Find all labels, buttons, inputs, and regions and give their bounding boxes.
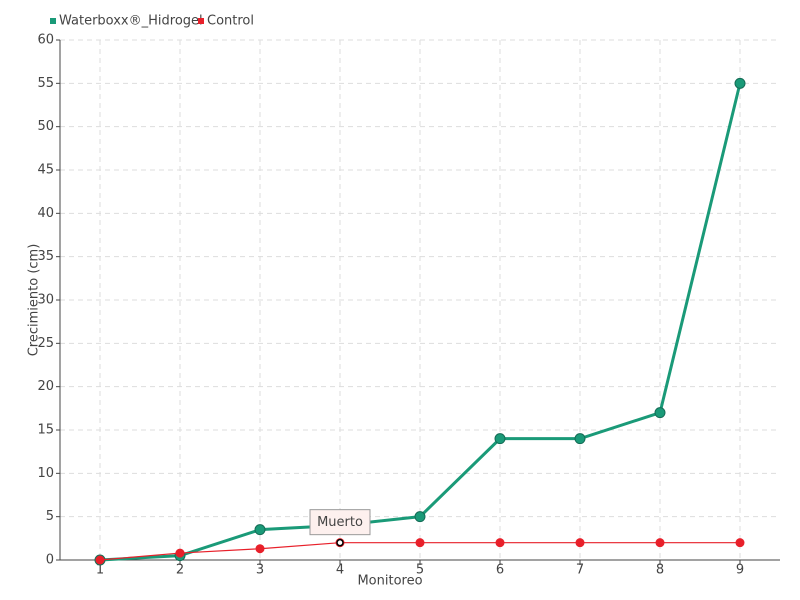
y-tick-label: 55 [37, 76, 54, 91]
y-tick-label: 30 [37, 293, 54, 308]
y-tick-label: 45 [37, 163, 54, 178]
data-point [574, 433, 586, 445]
x-tick-label: 4 [336, 563, 344, 578]
tooltip [309, 509, 371, 536]
data-point [575, 538, 585, 548]
legend-swatch [50, 18, 56, 24]
data-point [415, 538, 425, 548]
x-tick-label: 1 [96, 563, 104, 578]
legend-label: Control [207, 14, 254, 29]
tooltip-text: Muerto [317, 515, 363, 530]
data-point [255, 544, 265, 554]
y-tick-label: 35 [37, 249, 54, 264]
x-tick-label: 9 [736, 563, 744, 578]
data-point [95, 555, 105, 565]
y-tick-label: 40 [37, 206, 54, 221]
y-tick-label: 50 [37, 119, 54, 134]
x-tick-label: 6 [496, 563, 504, 578]
legend-label: Waterboxx®_Hidrogel [59, 14, 203, 29]
x-tick-label: 5 [416, 563, 424, 578]
data-point [735, 538, 745, 548]
y-tick-label: 20 [37, 379, 54, 394]
y-tick-label: 15 [37, 423, 54, 438]
data-point [734, 77, 746, 89]
x-axis-label: Monitoreo [357, 574, 422, 589]
data-point [414, 511, 426, 523]
highlight-point [336, 538, 344, 547]
y-tick-label: 25 [37, 336, 54, 351]
x-tick-label: 7 [576, 563, 584, 578]
data-point [655, 538, 665, 548]
data-point [654, 407, 666, 419]
y-tick-label: 60 [37, 33, 54, 48]
data-point [495, 538, 505, 548]
y-axis-label: Crecimiento (cm) [27, 244, 42, 357]
data-point [254, 524, 266, 536]
data-point [494, 433, 506, 445]
y-tick-label: 0 [46, 553, 54, 568]
x-tick-label: 3 [256, 563, 264, 578]
data-point [175, 548, 185, 558]
x-tick-label: 8 [656, 563, 664, 578]
legend-swatch [198, 18, 204, 24]
y-tick-label: 5 [46, 509, 54, 524]
x-tick-label: 2 [176, 563, 184, 578]
y-tick-label: 10 [37, 466, 54, 481]
